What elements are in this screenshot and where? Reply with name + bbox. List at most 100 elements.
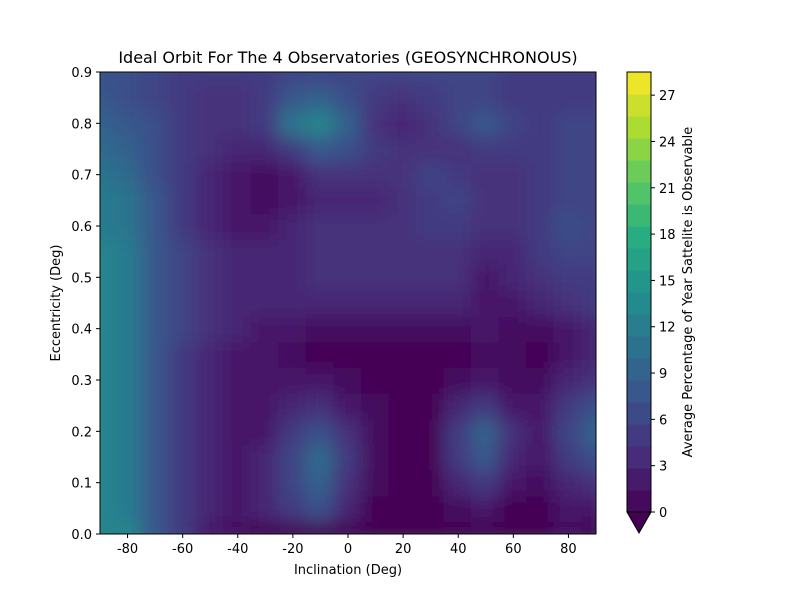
colorbar-segment bbox=[627, 270, 651, 293]
heatmap-cell bbox=[223, 160, 253, 189]
heatmap-cell bbox=[553, 237, 584, 266]
colorbar-segment bbox=[627, 358, 651, 381]
x-tick-label: 20 bbox=[395, 542, 412, 557]
heatmap-cell bbox=[278, 160, 308, 189]
heatmap-cell bbox=[553, 494, 584, 523]
x-tick-label: 40 bbox=[450, 542, 467, 557]
heatmap-cell bbox=[581, 160, 596, 189]
heatmap-cell bbox=[333, 263, 363, 292]
heatmap-cell bbox=[100, 494, 115, 523]
heatmap-cell bbox=[443, 366, 473, 394]
heatmap-cell bbox=[100, 443, 115, 471]
heatmap-cell bbox=[471, 494, 501, 523]
x-axis-label: Inclination (Deg) bbox=[294, 563, 402, 578]
heatmap-cell bbox=[140, 340, 170, 369]
heatmap-cell bbox=[278, 237, 308, 266]
heatmap-cell bbox=[553, 186, 584, 215]
heatmap-cell bbox=[195, 468, 225, 497]
heatmap-cell bbox=[415, 391, 446, 420]
heatmap-cell bbox=[250, 135, 281, 163]
heatmap-cell bbox=[443, 289, 473, 317]
heatmap-cell bbox=[581, 72, 596, 86]
heatmap-cell bbox=[443, 468, 473, 497]
heatmap-cell bbox=[112, 443, 143, 471]
heatmap-cell bbox=[112, 186, 143, 215]
heatmap-cell bbox=[250, 468, 281, 497]
heatmap-cell bbox=[100, 160, 115, 189]
heatmap-cell bbox=[112, 468, 143, 497]
heatmap-cell bbox=[498, 443, 529, 471]
heatmap-cell bbox=[498, 72, 529, 86]
heatmap-cell bbox=[498, 289, 529, 317]
heatmap-cell bbox=[526, 237, 556, 266]
y-tick-label: 0.2 bbox=[71, 425, 92, 440]
heatmap-cell bbox=[388, 314, 418, 343]
colorbar-segment bbox=[627, 94, 651, 117]
heatmap-cell bbox=[100, 263, 115, 292]
heatmap-cell bbox=[278, 494, 308, 523]
heatmap-cell bbox=[333, 314, 363, 343]
heatmap-cell bbox=[415, 135, 446, 163]
heatmap-cell bbox=[167, 72, 198, 86]
heatmap-cell bbox=[388, 72, 418, 86]
heatmap-cell bbox=[112, 340, 143, 369]
heatmap-cell bbox=[360, 391, 391, 420]
heatmap-cell bbox=[526, 340, 556, 369]
heatmap-cell bbox=[112, 366, 143, 394]
heatmap-cell bbox=[112, 289, 143, 317]
y-tick-label: 0.8 bbox=[71, 117, 92, 132]
colorbar-segment bbox=[627, 380, 651, 403]
heatmap-cell bbox=[223, 263, 253, 292]
heatmap-cell bbox=[100, 212, 115, 240]
heatmap-cell bbox=[388, 212, 418, 240]
y-tick-label: 0.4 bbox=[71, 323, 92, 338]
heatmap-cell bbox=[167, 263, 198, 292]
y-axis: 0.0 0.1 0.2 0.3 0.4 0.5 0.6 0.7 0.8 0.9 bbox=[71, 66, 100, 543]
heatmap-cell bbox=[388, 135, 418, 163]
heatmap-cell bbox=[443, 314, 473, 343]
heatmap-cell bbox=[112, 160, 143, 189]
heatmap-cell bbox=[195, 237, 225, 266]
heatmap-cell bbox=[553, 366, 584, 394]
heatmap-cell bbox=[498, 135, 529, 163]
heatmap-cell bbox=[305, 468, 336, 497]
heatmap-cell bbox=[250, 391, 281, 420]
heatmap-cell bbox=[278, 289, 308, 317]
heatmap-cell bbox=[250, 494, 281, 523]
heatmap-cell bbox=[553, 160, 584, 189]
heatmap-cell bbox=[415, 263, 446, 292]
heatmap-cell bbox=[112, 72, 143, 86]
heatmap-cell bbox=[278, 314, 308, 343]
heatmap-cell bbox=[223, 186, 253, 215]
colorbar-segment bbox=[627, 204, 651, 227]
heatmap-cell bbox=[498, 391, 529, 420]
colorbar-frame bbox=[626, 71, 652, 513]
heatmap-cell bbox=[195, 417, 225, 446]
colorbar-segment bbox=[627, 226, 651, 249]
heatmap-cell bbox=[333, 135, 363, 163]
heatmap-cell bbox=[333, 494, 363, 523]
heatmap-cell bbox=[100, 391, 115, 420]
colorbar-segment bbox=[627, 138, 651, 161]
y-tick-label: 0.5 bbox=[71, 271, 92, 286]
heatmap-cell bbox=[415, 160, 446, 189]
chart-title: Ideal Orbit For The 4 Observatories (GEO… bbox=[118, 48, 577, 67]
heatmap-cell bbox=[471, 237, 501, 266]
y-tick-label: 0.1 bbox=[71, 477, 92, 492]
heatmap-cell bbox=[498, 237, 529, 266]
heatmap-cell bbox=[100, 417, 115, 446]
heatmap-cell bbox=[305, 83, 336, 112]
heatmap-cell bbox=[526, 135, 556, 163]
heatmap-cell bbox=[167, 314, 198, 343]
heatmap-cell bbox=[360, 494, 391, 523]
heatmap-cell bbox=[223, 468, 253, 497]
heatmap-cell bbox=[553, 83, 584, 112]
heatmap-cell bbox=[471, 186, 501, 215]
heatmap-cell bbox=[278, 443, 308, 471]
heatmap-cell bbox=[498, 494, 529, 523]
heatmap-cell bbox=[388, 109, 418, 138]
heatmap-cell bbox=[553, 468, 584, 497]
x-tick-label: 60 bbox=[505, 542, 522, 557]
heatmap-cell bbox=[195, 314, 225, 343]
heatmap-cell bbox=[250, 72, 281, 86]
